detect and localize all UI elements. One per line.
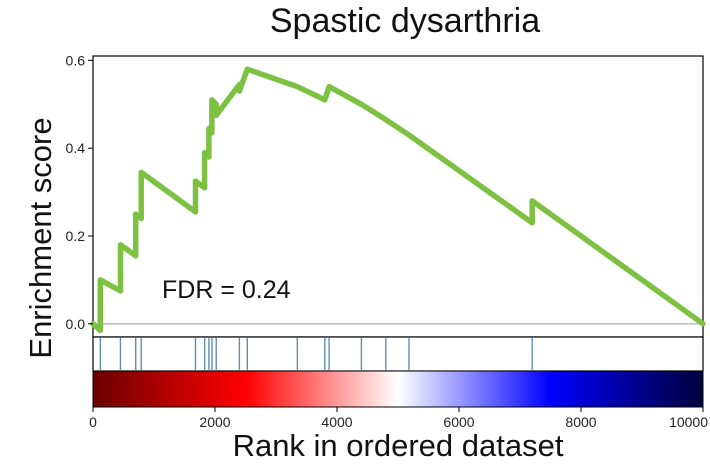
rank-gradient-fill xyxy=(92,370,704,408)
x-tick-label: 4000 xyxy=(321,414,352,430)
y-tick-label: 0.0 xyxy=(66,316,86,332)
x-tick-label: 10000 xyxy=(669,414,708,430)
hit-strip-frame xyxy=(92,336,704,372)
chart-title: Spastic dysarthria xyxy=(270,2,540,40)
rank-gradient-bar xyxy=(92,370,704,408)
enrichment-score-line xyxy=(90,66,706,334)
x-tick-label: 2000 xyxy=(199,414,230,430)
y-tick-label: 0.2 xyxy=(66,228,86,244)
y-tick-label: 0.6 xyxy=(66,52,86,68)
y-axis-label: Enrichment score xyxy=(23,117,58,358)
x-tick-label: 0 xyxy=(89,414,97,430)
axis-ticks: 0.0 0.2 0.4 0.6 0 2000 4000 6000 8000 10000 xyxy=(66,52,709,430)
fdr-annotation: FDR = 0.24 xyxy=(162,276,291,304)
x-tick-label: 8000 xyxy=(565,414,596,430)
y-tick-label: 0.4 xyxy=(66,140,86,156)
x-tick-label: 6000 xyxy=(443,414,474,430)
x-axis-label: Rank in ordered dataset xyxy=(233,428,564,460)
hit-strip xyxy=(92,336,704,372)
